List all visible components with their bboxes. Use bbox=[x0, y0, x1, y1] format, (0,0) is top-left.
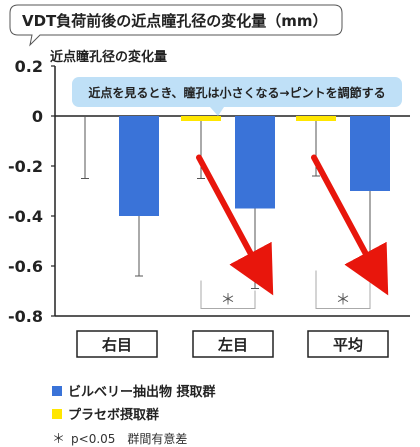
legend-item-bilberry: ビルベリー抽出物 摂取群 bbox=[52, 381, 216, 400]
legend-label-bilberry: ビルベリー抽出物 摂取群 bbox=[68, 385, 216, 400]
bar-bilberry bbox=[350, 116, 390, 191]
category-label: 右目 bbox=[102, 336, 132, 354]
category-box bbox=[192, 330, 274, 358]
annotation-text: 近点を見るとき、瞳孔は小さくなる→ピントを調節する bbox=[88, 85, 385, 100]
category-box bbox=[76, 330, 158, 358]
trend-arrow bbox=[311, 154, 389, 296]
y-tick-label: 0.2 bbox=[15, 57, 43, 76]
chart-svg: VDT負荷前後の近点瞳孔径の変化量（mm） 近点瞳孔径の変化量 0.2 0 -0.2… bbox=[8, 4, 410, 358]
legend-label-placebo: プラセボ摂取群 bbox=[68, 408, 160, 423]
category-labels: 右目 左目 平均 bbox=[76, 330, 389, 358]
significance-bracket bbox=[200, 280, 256, 309]
legend-swatch-placebo bbox=[52, 408, 62, 419]
bar-placebo bbox=[181, 116, 221, 121]
footnote-star: ＊ bbox=[52, 432, 66, 447]
chart-title: VDT負荷前後の近点瞳孔径の変化量（mm） bbox=[22, 12, 328, 30]
category-label: 左目 bbox=[217, 336, 248, 354]
trend-arrow bbox=[196, 154, 274, 296]
y-tick-label: -0.2 bbox=[8, 157, 43, 176]
y-tick-label: -0.8 bbox=[8, 307, 43, 326]
bar-bilberry bbox=[119, 116, 159, 216]
category-box bbox=[307, 330, 389, 358]
footnote-text: p<0.05 群間有意差 bbox=[71, 432, 188, 446]
legend-swatch-bilberry bbox=[52, 385, 62, 396]
plot-area: 0.2 0 -0.2 -0.4 -0.6 -0.8 ＊ ＊ bbox=[8, 57, 410, 326]
y-axis-label: 近点瞳孔径の変化量 bbox=[50, 49, 167, 65]
category-label: 平均 bbox=[333, 336, 363, 354]
annotation-callout: 近点を見るとき、瞳孔は小さくなる→ピントを調節する bbox=[72, 77, 402, 116]
title-bubble: VDT負荷前後の近点瞳孔径の変化量（mm） bbox=[9, 4, 343, 47]
bar-placebo bbox=[296, 116, 336, 121]
footnote: ＊ p<0.05 群間有意差 bbox=[52, 428, 187, 447]
legend-item-placebo: プラセボ摂取群 bbox=[52, 404, 159, 423]
y-tick-label: -0.4 bbox=[8, 207, 43, 226]
y-tick-label: 0 bbox=[32, 107, 43, 126]
bar-bilberry bbox=[235, 116, 275, 209]
significance-marker: ＊ bbox=[220, 291, 235, 309]
significance-marker: ＊ bbox=[335, 291, 350, 309]
y-tick-label: -0.6 bbox=[8, 257, 43, 276]
